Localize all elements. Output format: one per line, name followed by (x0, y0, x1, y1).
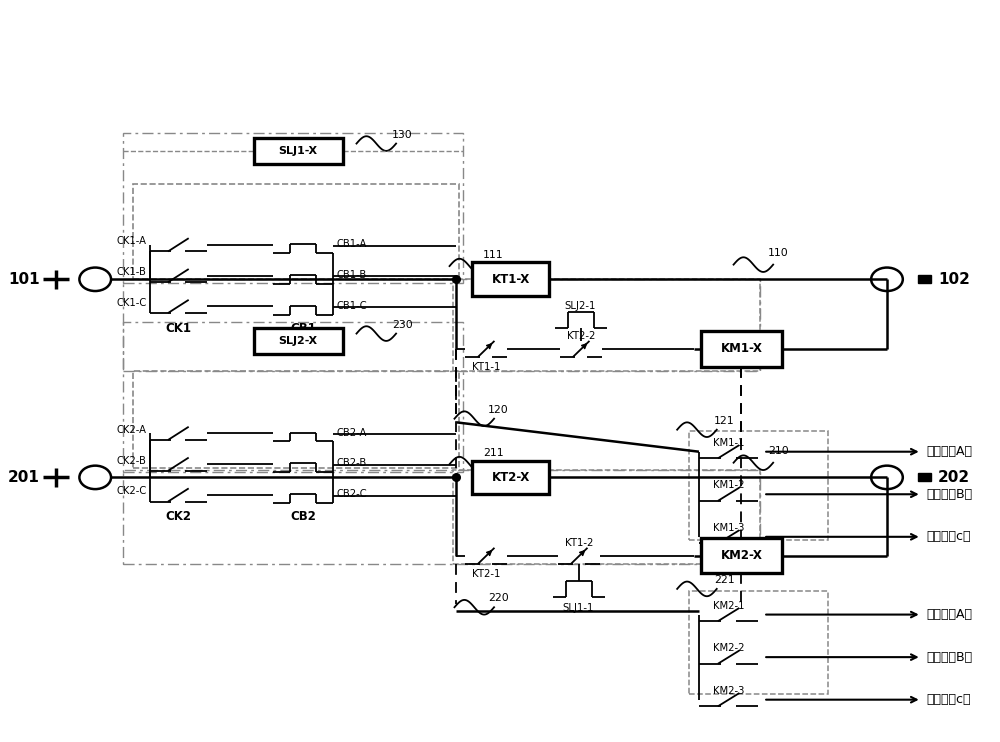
Text: CB1-B: CB1-B (337, 270, 367, 280)
Text: KM2-X: KM2-X (721, 549, 762, 562)
Bar (123, 133, 463, 283)
Bar (254, 138, 343, 164)
Text: KM1-2: KM1-2 (713, 481, 744, 490)
Bar (472, 461, 549, 494)
Text: 第二路跳c相: 第二路跳c相 (927, 693, 971, 706)
Text: CB2: CB2 (290, 510, 316, 524)
Text: CK2-A: CK2-A (117, 424, 147, 435)
Text: 201: 201 (8, 470, 40, 485)
Text: 第二路跳A相: 第二路跳A相 (927, 608, 973, 621)
Bar (133, 184, 459, 278)
Text: 130: 130 (392, 130, 413, 139)
Text: 110: 110 (768, 248, 789, 258)
Text: 101: 101 (8, 272, 40, 287)
Text: 210: 210 (768, 446, 789, 456)
Bar (689, 591, 828, 694)
Text: KM2-3: KM2-3 (713, 686, 744, 696)
Text: SLJ2-1: SLJ2-1 (564, 301, 596, 312)
Text: CB2-B: CB2-B (337, 459, 367, 468)
Text: 第一路跳A相: 第一路跳A相 (927, 445, 973, 459)
Text: CK1-A: CK1-A (117, 236, 147, 246)
Text: 211: 211 (483, 448, 504, 458)
Bar (472, 263, 549, 296)
Bar (123, 470, 760, 564)
Text: CK1-C: CK1-C (116, 298, 147, 308)
Text: 230: 230 (392, 320, 413, 329)
Bar (918, 473, 931, 482)
Bar (701, 332, 782, 367)
Text: KM2-2: KM2-2 (713, 643, 744, 653)
Text: CK1-B: CK1-B (117, 267, 147, 277)
Text: KT1-X: KT1-X (492, 273, 530, 286)
Text: KM1-3: KM1-3 (713, 523, 744, 533)
Text: CK1: CK1 (165, 322, 191, 335)
Text: CB2-A: CB2-A (337, 427, 367, 438)
Text: CB1-A: CB1-A (337, 239, 367, 249)
Text: CK2-B: CK2-B (117, 456, 147, 465)
Bar (133, 371, 459, 468)
Text: KM1-1: KM1-1 (713, 438, 744, 448)
Text: CK2: CK2 (165, 510, 191, 524)
Text: KM1-X: KM1-X (721, 343, 762, 355)
Bar (453, 470, 760, 564)
Text: 121: 121 (714, 416, 734, 426)
Bar (689, 431, 828, 539)
Text: KT2-1: KT2-1 (472, 569, 500, 580)
Bar (123, 322, 463, 472)
Text: 220: 220 (488, 594, 509, 603)
Bar (453, 279, 760, 371)
Bar (123, 279, 760, 371)
Text: 202: 202 (938, 470, 970, 485)
Text: KT2-X: KT2-X (492, 471, 530, 484)
Bar (701, 538, 782, 574)
Text: 102: 102 (938, 272, 970, 287)
Text: KT1-1: KT1-1 (472, 362, 500, 372)
Text: KT1-2: KT1-2 (565, 538, 593, 548)
Text: CB1-C: CB1-C (337, 301, 367, 311)
Text: SLJ1-1: SLJ1-1 (563, 603, 594, 613)
Text: KM2-1: KM2-1 (713, 601, 744, 611)
Text: CB2-C: CB2-C (337, 489, 367, 499)
Text: SLJ2-X: SLJ2-X (279, 336, 318, 346)
Text: 第一路跳c相: 第一路跳c相 (927, 531, 971, 543)
Bar (918, 275, 931, 283)
Text: CB1: CB1 (290, 322, 316, 335)
Text: 221: 221 (714, 575, 734, 585)
Text: CK2-C: CK2-C (116, 486, 147, 496)
Text: SLJ1-X: SLJ1-X (279, 146, 318, 156)
Text: 120: 120 (488, 405, 509, 415)
Text: 111: 111 (483, 250, 504, 260)
Text: 第一路跳B相: 第一路跳B相 (927, 487, 973, 501)
Bar (254, 328, 343, 354)
Text: KT2-2: KT2-2 (567, 331, 595, 341)
Text: 第二路跳B相: 第二路跳B相 (927, 651, 973, 663)
